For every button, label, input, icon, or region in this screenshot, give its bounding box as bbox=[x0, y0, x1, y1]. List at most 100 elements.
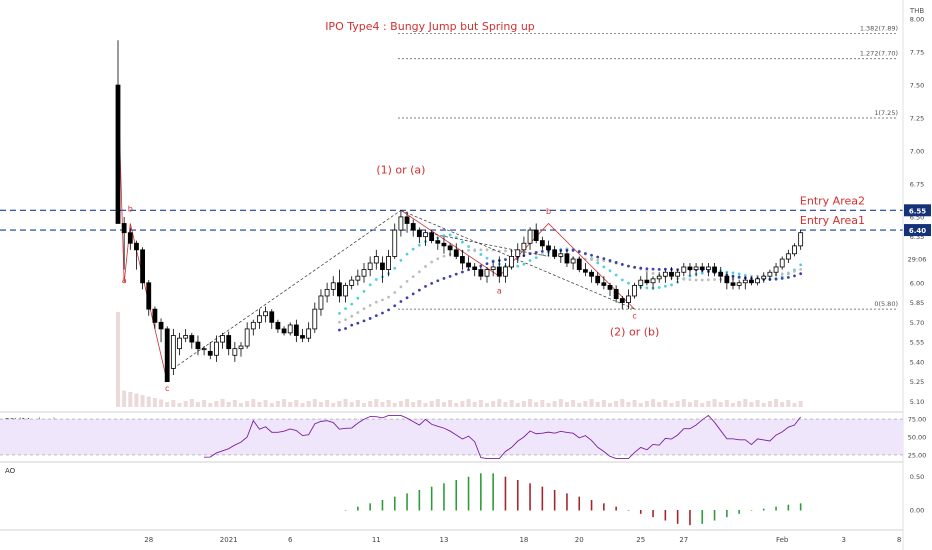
candle-body[interactable] bbox=[515, 249, 521, 257]
candle-body[interactable] bbox=[755, 278, 760, 284]
candle-body[interactable] bbox=[416, 229, 422, 238]
candle-body[interactable] bbox=[718, 271, 724, 277]
candle-body[interactable] bbox=[601, 282, 607, 286]
candle-body[interactable] bbox=[509, 256, 515, 268]
candle-body[interactable] bbox=[306, 328, 312, 339]
candle-body[interactable] bbox=[220, 335, 225, 343]
candle-body[interactable] bbox=[644, 279, 650, 284]
candle-body[interactable] bbox=[459, 256, 465, 264]
candle-body[interactable] bbox=[564, 253, 570, 264]
candle-body[interactable] bbox=[669, 271, 674, 277]
candle-body[interactable] bbox=[207, 350, 213, 356]
candle-body[interactable] bbox=[386, 256, 392, 271]
candle-body[interactable] bbox=[127, 232, 133, 244]
candle-body[interactable] bbox=[336, 282, 342, 297]
candle-body[interactable] bbox=[613, 288, 619, 300]
candle-body[interactable] bbox=[367, 262, 373, 271]
candle-body[interactable] bbox=[681, 266, 687, 273]
candle-body[interactable] bbox=[650, 278, 656, 284]
candle-body[interactable] bbox=[552, 249, 558, 257]
candle-body[interactable] bbox=[115, 84, 121, 224]
candle-body[interactable] bbox=[177, 337, 182, 350]
candle-body[interactable] bbox=[349, 279, 355, 286]
candle-body[interactable] bbox=[724, 275, 730, 284]
candle-body[interactable] bbox=[152, 308, 158, 323]
candle-body[interactable] bbox=[589, 271, 594, 277]
candle-body[interactable] bbox=[373, 256, 379, 264]
candle-body[interactable] bbox=[699, 266, 705, 271]
candle-body[interactable] bbox=[330, 282, 336, 290]
candle-body[interactable] bbox=[626, 295, 631, 303]
candle-body[interactable] bbox=[232, 348, 238, 356]
candle-body[interactable] bbox=[238, 345, 244, 350]
candle-body[interactable] bbox=[503, 266, 508, 277]
candle-body[interactable] bbox=[779, 258, 785, 268]
candle-body[interactable] bbox=[693, 266, 699, 271]
candle-body[interactable] bbox=[533, 229, 539, 242]
candle-body[interactable] bbox=[761, 275, 767, 280]
candle-body[interactable] bbox=[607, 285, 613, 290]
candle-body[interactable] bbox=[656, 275, 662, 280]
candle-body[interactable] bbox=[490, 266, 496, 271]
candle-body[interactable] bbox=[706, 266, 711, 271]
candle-body[interactable] bbox=[158, 321, 164, 330]
candle-body[interactable] bbox=[226, 335, 232, 350]
candle-body[interactable] bbox=[521, 242, 527, 251]
candle-body[interactable] bbox=[687, 266, 693, 271]
candle-body[interactable] bbox=[712, 266, 717, 273]
candle-body[interactable] bbox=[300, 335, 305, 339]
candle-body[interactable] bbox=[410, 223, 416, 231]
candle-body[interactable] bbox=[398, 216, 404, 231]
candle-body[interactable] bbox=[484, 269, 490, 277]
candle-body[interactable] bbox=[675, 271, 681, 277]
candle-body[interactable] bbox=[343, 285, 348, 297]
candle-body[interactable] bbox=[183, 335, 189, 339]
candle-body[interactable] bbox=[423, 232, 428, 238]
candle-body[interactable] bbox=[742, 279, 748, 284]
candle-body[interactable] bbox=[250, 321, 256, 330]
ao-pane[interactable]: AO 0.50 0.00 bbox=[5, 467, 924, 526]
candle-body[interactable] bbox=[146, 282, 152, 310]
candle-body[interactable] bbox=[453, 249, 459, 257]
candle-body[interactable] bbox=[546, 245, 551, 251]
candle-body[interactable] bbox=[263, 311, 269, 317]
candlesticks[interactable] bbox=[115, 40, 804, 383]
candle-body[interactable] bbox=[134, 242, 139, 251]
candle-body[interactable] bbox=[318, 295, 324, 310]
candle-body[interactable] bbox=[558, 253, 564, 257]
candle-body[interactable] bbox=[257, 315, 262, 323]
candle-body[interactable] bbox=[736, 282, 742, 286]
candle-body[interactable] bbox=[749, 279, 754, 284]
candle-body[interactable] bbox=[472, 266, 478, 271]
candle-body[interactable] bbox=[441, 242, 447, 247]
candle-body[interactable] bbox=[632, 285, 637, 297]
candle-body[interactable] bbox=[619, 298, 625, 303]
candle-body[interactable] bbox=[570, 258, 576, 264]
candle-body[interactable] bbox=[785, 253, 791, 260]
candle-body[interactable] bbox=[170, 335, 176, 369]
candle-body[interactable] bbox=[496, 266, 502, 277]
candle-body[interactable] bbox=[527, 229, 533, 244]
candle-body[interactable] bbox=[392, 229, 398, 257]
candle-body[interactable] bbox=[281, 328, 287, 334]
candle-body[interactable] bbox=[312, 308, 318, 330]
candle-body[interactable] bbox=[730, 282, 736, 286]
candle-body[interactable] bbox=[201, 348, 207, 351]
candle-body[interactable] bbox=[355, 275, 361, 281]
candle-body[interactable] bbox=[140, 249, 146, 284]
candle-body[interactable] bbox=[293, 324, 299, 336]
candle-body[interactable] bbox=[404, 216, 410, 224]
candle-body[interactable] bbox=[189, 335, 195, 343]
candle-body[interactable] bbox=[324, 288, 330, 297]
candle-body[interactable] bbox=[435, 240, 441, 244]
price-axis[interactable]: 8.00 7.75 7.50 7.25 7.00 6.75 6.50 6.35 6.00 5.85… bbox=[904, 16, 931, 406]
candle-body[interactable] bbox=[275, 321, 281, 330]
candle-body[interactable] bbox=[583, 269, 588, 273]
candle-body[interactable] bbox=[767, 271, 773, 277]
candle-body[interactable] bbox=[164, 328, 170, 383]
candle-body[interactable] bbox=[638, 279, 644, 286]
candle-body[interactable] bbox=[478, 269, 484, 277]
candle-body[interactable] bbox=[792, 245, 797, 255]
